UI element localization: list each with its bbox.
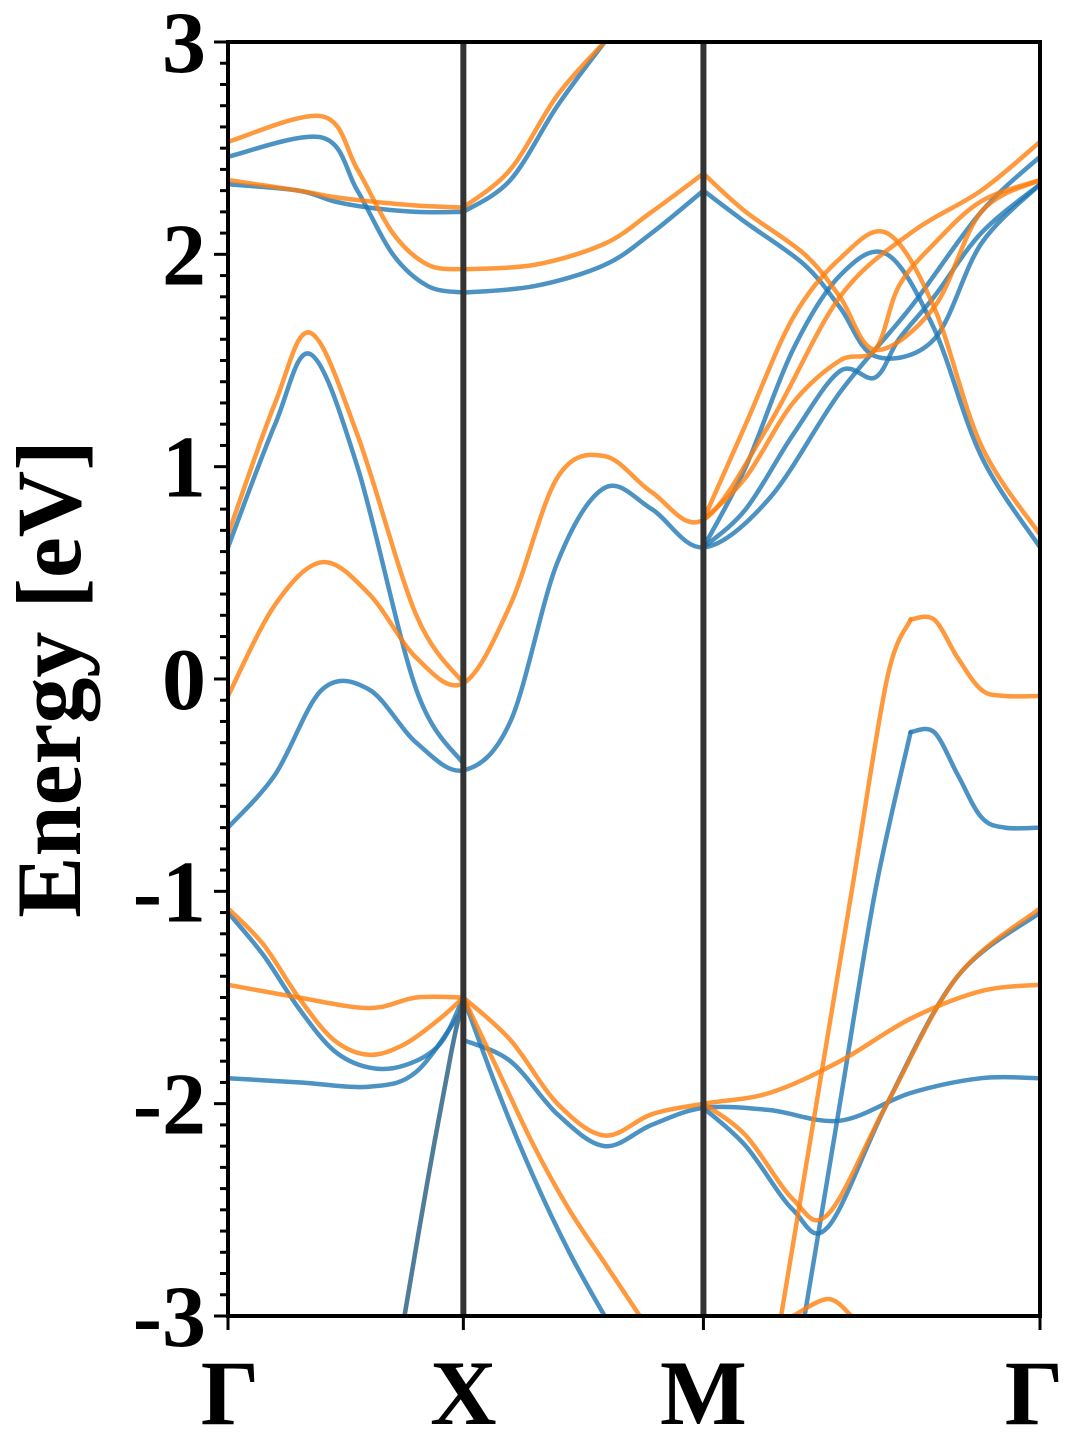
band-line-orange-34 xyxy=(790,1296,854,1316)
k-point-lines xyxy=(460,42,707,1316)
band-line-orange-20 xyxy=(701,906,1040,1223)
band-line-orange-31 xyxy=(778,617,913,1316)
band-line-orange-30 xyxy=(908,614,1040,699)
band-line-blue-3 xyxy=(461,995,607,1316)
y-tick-label: -2 xyxy=(133,1057,206,1154)
band-line-blue-12 xyxy=(701,182,1040,550)
y-tick-label: 3 xyxy=(162,0,206,92)
band-line-orange-18 xyxy=(461,982,1040,1138)
plot-frame xyxy=(226,40,1042,1318)
band-line-blue-14 xyxy=(908,726,1040,831)
y-tick-label: 0 xyxy=(162,632,206,729)
band-line-orange-19 xyxy=(461,995,643,1316)
band-line-blue-11 xyxy=(701,182,1040,361)
band-line-blue-10 xyxy=(461,42,607,215)
band-line-orange-25 xyxy=(228,177,466,210)
x-tick-label: Γ xyxy=(201,1342,260,1440)
band-line-orange-21 xyxy=(228,139,1040,699)
y-axis-label: Energy [eV] xyxy=(0,440,100,918)
band-line-orange-29 xyxy=(701,229,1040,537)
y-tick-label: 2 xyxy=(162,207,206,304)
band-line-orange-28 xyxy=(701,177,1040,523)
y-tick-label: -1 xyxy=(133,844,206,941)
band-line-orange-24 xyxy=(461,171,706,272)
tick-layer: -3 -2 -1 0 1 2 3 Γ X M Γ xyxy=(133,0,1064,1440)
y-tick-label: 1 xyxy=(162,420,206,517)
band-line-orange-17 xyxy=(228,982,466,1011)
series-layer xyxy=(228,42,1040,1316)
band-line-blue-4 xyxy=(701,910,1040,1236)
band-line-orange-22 xyxy=(228,330,466,686)
band-line-orange-27 xyxy=(701,171,1040,353)
band-line-blue-1 xyxy=(228,1005,466,1090)
band-line-orange-26 xyxy=(461,42,607,210)
band-line-blue-15 xyxy=(802,729,913,1316)
band-line-blue-8 xyxy=(461,188,706,295)
y-tick-label: -3 xyxy=(133,1269,206,1366)
x-tick-label: Γ xyxy=(1005,1342,1064,1440)
band-line-blue-7 xyxy=(228,134,466,295)
band-line-blue-6 xyxy=(228,351,466,767)
band-line-orange-16 xyxy=(228,906,466,1058)
band-line-orange-23 xyxy=(228,113,466,272)
x-tick-label: M xyxy=(660,1342,747,1440)
band-line-blue-5 xyxy=(228,154,1040,830)
band-line-blue-33 xyxy=(402,995,466,1316)
x-tick-label: X xyxy=(430,1342,496,1440)
